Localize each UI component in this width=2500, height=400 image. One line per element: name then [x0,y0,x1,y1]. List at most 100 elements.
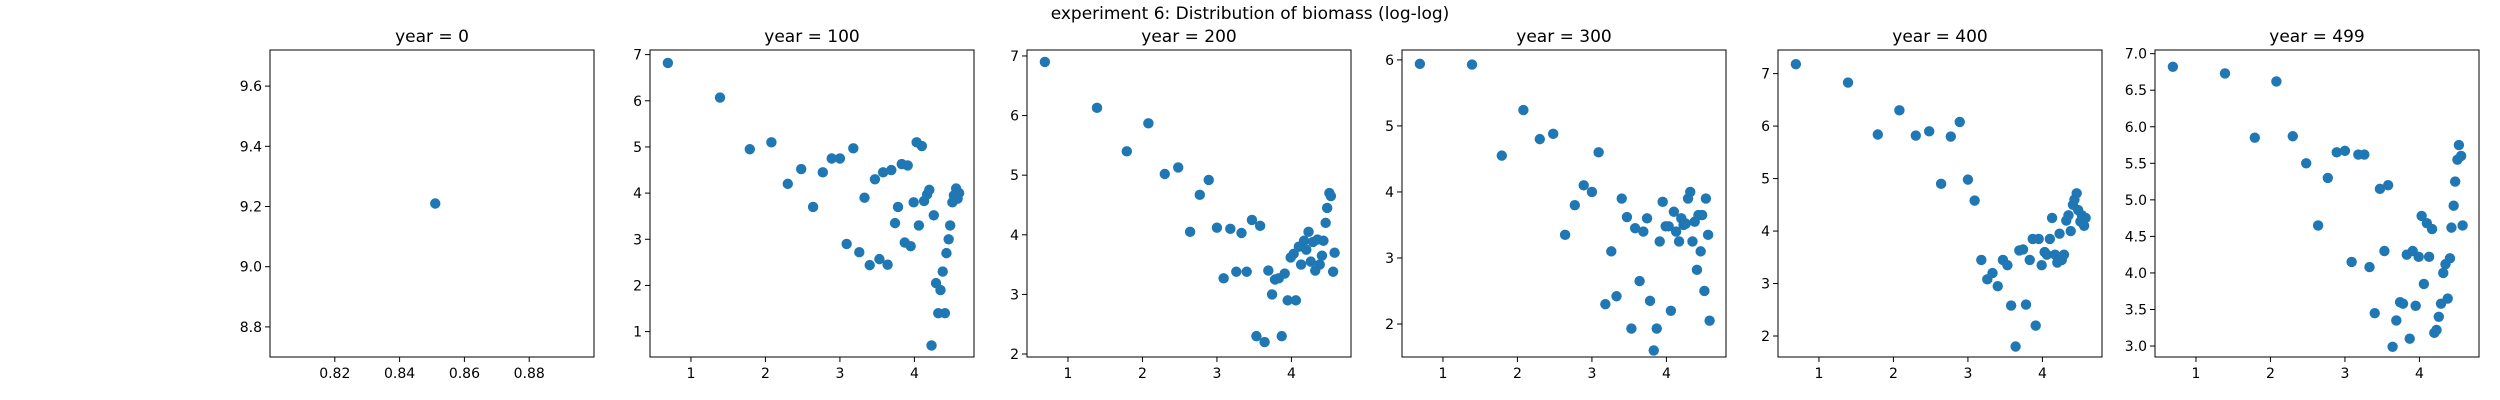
data-point [2444,253,2456,264]
data-point [953,187,965,199]
data-point [2397,298,2409,309]
data-point [2391,315,2402,326]
subplot-title: year = 0 [395,27,469,47]
data-point [1935,178,1947,190]
data-point [1629,223,1641,234]
data-point [2369,307,2380,319]
y-tick-label: 2 [633,278,642,294]
axes-frame [1026,49,1352,358]
data-point [1241,266,1252,277]
data-point [2033,233,2044,245]
data-point [1687,236,1698,247]
data-point [430,198,441,209]
x-tick-label: 1 [1439,366,1448,382]
y-tick-label: 9.0 [240,260,262,276]
data-point [1910,130,1921,141]
x-tick-label: 1 [1815,366,1824,382]
data-point [714,92,726,103]
data-point [1648,345,1659,356]
subplot-title: year = 100 [764,27,859,47]
data-point [1276,330,1287,342]
figure-title: experiment 6: Distribution of biomass (l… [1050,4,1450,24]
data-point [1329,247,1340,258]
data-point [1263,265,1274,276]
data-point [2301,158,2312,169]
data-point [1298,235,1310,246]
data-point [1600,298,1611,310]
data-point [2449,176,2461,187]
data-point [2078,220,2090,232]
data-point [1969,195,1980,206]
data-point [928,210,939,221]
y-tick-label: 6 [633,94,642,110]
x-tick-label: 2 [2266,366,2275,382]
x-tick-label: 0.88 [514,366,545,382]
data-point [1685,186,1696,198]
axes-frame [269,49,595,358]
data-point [889,217,901,229]
x-tick-label: 4 [1287,366,1296,382]
data-point [2287,131,2298,142]
data-point [1173,162,1184,173]
y-tick-label: 2 [1385,317,1394,333]
data-point [2453,139,2465,151]
data-point [2404,333,2415,344]
data-point [1184,226,1196,238]
data-point [2219,68,2231,79]
data-point [1548,128,1559,140]
data-point [1992,280,2003,292]
data-point [2024,254,2035,266]
data-point [892,201,904,213]
data-point [2005,300,2017,311]
data-point [807,201,819,213]
subplot-4: year = 400 1 2 3 4 2 3 4 5 6 7 [1761,27,2103,382]
data-point [2041,249,2053,260]
data-point [2058,249,2070,260]
data-point [1518,104,1529,116]
x-tick-label: 4 [2415,366,2424,382]
x-tick-label: 3 [1587,366,1596,382]
data-point [1251,330,1262,342]
x-tick-label: 3 [2340,366,2349,382]
data-point [1194,189,1206,201]
y-tick-label: 6 [1761,119,1770,135]
data-point [908,197,919,208]
data-point [2331,147,2342,158]
x-tick-label: 4 [910,366,919,382]
data-point [943,234,954,245]
y-tick-label: 4 [1010,228,1019,244]
data-point [939,307,951,319]
data-point [864,259,875,271]
subplot-5: year = 499 1 2 3 4 3.0 3.5 4.0 4.5 5.0 5.5 6.0 6.5 7.… [2125,27,2480,382]
y-tick-label: 4 [1385,185,1394,201]
data-point [1924,126,1935,137]
data-point [1665,305,1677,316]
x-tick-label: 0.84 [384,366,415,382]
data-point [1790,58,1802,70]
y-tick-label: 9.6 [240,79,262,95]
data-point [2010,341,2021,352]
data-point [1670,226,1682,237]
y-tick-label: 7.0 [2125,47,2147,63]
data-point [1318,235,1329,246]
data-point [817,167,828,178]
y-tick-label: 3 [1010,287,1019,303]
y-tick-label: 6 [1385,53,1394,69]
data-point [1559,229,1571,241]
data-point [766,137,777,148]
data-point [1634,275,1645,287]
data-point [848,143,859,154]
data-point [1143,118,1154,129]
data-point [882,259,893,270]
y-tick-label: 3 [1761,277,1770,293]
data-point [1316,250,1328,261]
data-point [2249,132,2261,143]
data-point [1236,227,1247,239]
data-point [1578,180,1589,191]
y-tick-label: 3 [633,232,642,248]
data-point [2379,245,2390,257]
y-tick-label: 4 [1761,224,1770,240]
data-point [1663,221,1674,232]
data-point [1203,174,1214,186]
x-tick-label: 3 [1212,366,1221,382]
